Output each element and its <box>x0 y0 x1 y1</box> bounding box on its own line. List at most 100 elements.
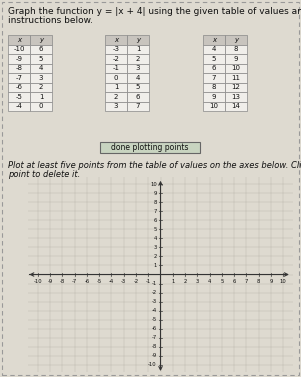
Text: y: y <box>39 37 43 43</box>
Text: 10: 10 <box>150 182 157 187</box>
Text: 6: 6 <box>212 65 216 71</box>
Text: -5: -5 <box>152 317 157 322</box>
Text: -3: -3 <box>152 299 157 304</box>
Text: -4: -4 <box>152 308 157 313</box>
Text: x: x <box>114 37 118 43</box>
Text: 2: 2 <box>136 56 140 62</box>
Text: 8: 8 <box>154 200 157 205</box>
Bar <box>127 35 149 44</box>
Text: 14: 14 <box>231 103 240 109</box>
Bar <box>8 92 30 101</box>
Bar <box>105 54 127 63</box>
Bar <box>203 35 225 44</box>
Text: -6: -6 <box>15 84 23 90</box>
Text: 7: 7 <box>154 209 157 214</box>
Text: 5: 5 <box>154 227 157 232</box>
Text: 1: 1 <box>136 46 140 52</box>
Text: 9: 9 <box>269 279 273 284</box>
Text: 2: 2 <box>183 279 187 284</box>
Text: 11: 11 <box>231 75 240 81</box>
Bar <box>30 83 52 92</box>
Text: 1: 1 <box>39 94 43 100</box>
Text: 1: 1 <box>171 279 175 284</box>
Bar <box>225 35 247 44</box>
Text: 2: 2 <box>154 254 157 259</box>
Text: 8: 8 <box>234 46 238 52</box>
Bar <box>8 35 30 44</box>
Bar <box>127 54 149 63</box>
Bar <box>30 35 52 44</box>
Text: 3: 3 <box>136 65 140 71</box>
Text: 4: 4 <box>212 46 216 52</box>
Text: y: y <box>136 37 140 43</box>
Text: -10: -10 <box>33 279 42 284</box>
Text: -1: -1 <box>113 65 119 71</box>
Bar <box>8 44 30 54</box>
Text: 5: 5 <box>39 56 43 62</box>
Bar <box>203 92 225 101</box>
Text: done plotting points: done plotting points <box>111 143 189 152</box>
Text: -10: -10 <box>148 362 157 367</box>
FancyBboxPatch shape <box>100 142 200 153</box>
Bar <box>203 83 225 92</box>
Bar <box>105 92 127 101</box>
Text: x: x <box>212 37 216 43</box>
Text: 12: 12 <box>231 84 240 90</box>
Text: 13: 13 <box>231 94 240 100</box>
Text: -1: -1 <box>146 279 151 284</box>
Bar <box>30 44 52 54</box>
Bar <box>127 101 149 111</box>
Text: 6: 6 <box>136 94 140 100</box>
Text: 4: 4 <box>154 236 157 241</box>
Text: 6: 6 <box>232 279 236 284</box>
Bar <box>127 92 149 101</box>
Text: -4: -4 <box>109 279 114 284</box>
Text: -2: -2 <box>152 290 157 295</box>
Text: Graph the function y = |x + 4| using the given table of values and following the: Graph the function y = |x + 4| using the… <box>8 7 301 16</box>
Text: 5: 5 <box>136 84 140 90</box>
Bar <box>105 44 127 54</box>
Text: 3: 3 <box>196 279 199 284</box>
Text: -7: -7 <box>152 335 157 340</box>
Text: 5: 5 <box>212 56 216 62</box>
Bar <box>105 83 127 92</box>
Bar <box>225 101 247 111</box>
Bar <box>203 54 225 63</box>
Text: -9: -9 <box>15 56 23 62</box>
Text: y: y <box>234 37 238 43</box>
Text: -8: -8 <box>15 65 23 71</box>
Bar <box>30 92 52 101</box>
Text: 9: 9 <box>154 191 157 196</box>
Bar <box>30 54 52 63</box>
Bar <box>30 63 52 73</box>
Text: 10: 10 <box>231 65 240 71</box>
Bar <box>225 92 247 101</box>
Bar <box>105 73 127 83</box>
Text: 10: 10 <box>209 103 219 109</box>
Bar <box>127 63 149 73</box>
Text: -1: -1 <box>152 281 157 286</box>
Text: 4: 4 <box>136 75 140 81</box>
Text: -5: -5 <box>16 94 23 100</box>
Text: -9: -9 <box>152 353 157 358</box>
Text: -2: -2 <box>133 279 138 284</box>
Text: 6: 6 <box>39 46 43 52</box>
Text: 0: 0 <box>39 103 43 109</box>
Text: -2: -2 <box>113 56 119 62</box>
Text: 2: 2 <box>114 94 118 100</box>
Bar <box>225 83 247 92</box>
Bar <box>105 35 127 44</box>
Text: -3: -3 <box>121 279 126 284</box>
Text: -9: -9 <box>48 279 53 284</box>
Text: 5: 5 <box>220 279 224 284</box>
Text: 3: 3 <box>154 245 157 250</box>
Text: -4: -4 <box>16 103 23 109</box>
Text: Plot at least five points from the table of values on the axes below. Click a: Plot at least five points from the table… <box>8 161 301 170</box>
Text: -3: -3 <box>113 46 119 52</box>
Text: 1: 1 <box>154 263 157 268</box>
Text: 4: 4 <box>208 279 211 284</box>
Text: -7: -7 <box>15 75 23 81</box>
Bar <box>8 83 30 92</box>
Text: 3: 3 <box>39 75 43 81</box>
Text: 6: 6 <box>154 218 157 223</box>
